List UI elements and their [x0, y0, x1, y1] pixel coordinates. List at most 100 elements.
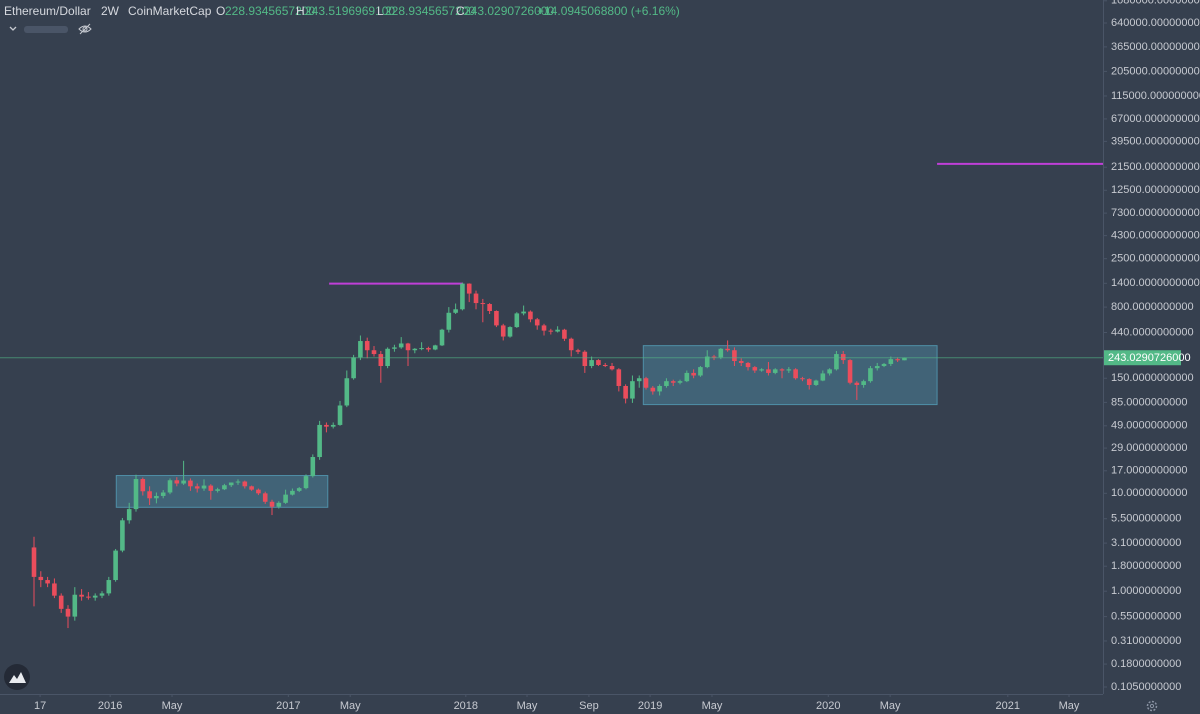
- candle-body: [439, 329, 445, 346]
- candle-body: [72, 594, 78, 617]
- logo[interactable]: [4, 664, 30, 690]
- candle-body: [473, 293, 479, 304]
- candle-body: [596, 360, 601, 365]
- x-tick-label: May: [517, 700, 538, 712]
- candle-body: [657, 385, 662, 392]
- candle-body: [453, 309, 458, 313]
- candle-body: [562, 329, 567, 339]
- close-value: 243.0290726000: [464, 4, 554, 18]
- high-letter: H: [296, 4, 305, 18]
- y-tick-label: 0.1050000000: [1111, 681, 1181, 693]
- x-tick-label: 2018: [454, 700, 478, 712]
- candle-body: [351, 357, 356, 379]
- y-tick-label: 365000.0000000000: [1111, 41, 1200, 53]
- collapse-chevron[interactable]: [9, 26, 17, 31]
- change-value: +14.0945068800 (+6.16%): [537, 4, 680, 18]
- y-tick-label: 12500.0000000000: [1111, 184, 1200, 196]
- candle-body: [500, 325, 506, 337]
- indicator-row[interactable]: [9, 23, 92, 35]
- candle-body: [643, 378, 649, 388]
- candle-body: [793, 369, 798, 379]
- candle-body: [358, 341, 363, 358]
- candle-body: [602, 364, 608, 367]
- candle-body: [704, 356, 710, 368]
- candle-body: [820, 373, 826, 381]
- candle-body: [364, 341, 370, 351]
- candle-body: [324, 424, 329, 427]
- candle-body: [766, 369, 771, 373]
- y-tick-label: 205000.0000000000: [1111, 65, 1200, 77]
- x-tick-label: 2020: [816, 700, 840, 712]
- candle-body: [759, 369, 764, 371]
- x-tick-label: May: [880, 700, 901, 712]
- y-tick-label: 0.3100000000: [1111, 635, 1181, 647]
- candle-body: [174, 480, 180, 484]
- candle-body: [541, 325, 547, 331]
- y-tick-label: 5.5000000000: [1111, 513, 1181, 525]
- y-tick-label: 440.0000000000: [1111, 326, 1194, 338]
- y-tick-label: 85.0000000000: [1111, 396, 1187, 408]
- candle-body: [222, 485, 227, 490]
- y-tick-label: 39500.0000000000: [1111, 135, 1200, 147]
- candle-body: [120, 520, 125, 551]
- candle-body: [256, 489, 261, 494]
- open-value: 228.9345657200: [225, 4, 315, 18]
- candle-body: [732, 350, 737, 362]
- candle-body: [568, 338, 574, 351]
- candle-body: [181, 480, 186, 484]
- y-tick-label: 1.8000000000: [1111, 560, 1181, 572]
- candle-body: [208, 485, 214, 491]
- candle-body: [113, 550, 118, 581]
- candle-body: [262, 493, 268, 502]
- candle-body: [677, 381, 683, 383]
- candle-body: [575, 350, 581, 352]
- candle-body: [738, 361, 744, 363]
- low-letter: L: [377, 4, 384, 18]
- high-value: 243.5196969100: [305, 4, 395, 18]
- candle-body: [167, 480, 173, 493]
- open-letter: O: [216, 4, 225, 18]
- candle-body: [65, 608, 71, 617]
- candle-body: [317, 424, 322, 458]
- x-tick-label: May: [1059, 700, 1080, 712]
- y-tick-label: 0.5500000000: [1111, 611, 1181, 623]
- candle-body: [582, 351, 588, 367]
- candle-body: [290, 490, 295, 495]
- candle-body: [79, 594, 84, 597]
- candle-body: [419, 348, 424, 350]
- candle-body: [303, 476, 309, 489]
- candle-body: [466, 283, 472, 294]
- candle-body: [827, 369, 832, 374]
- eye-icon[interactable]: [78, 23, 92, 35]
- candle-body: [160, 492, 166, 496]
- candle-body: [398, 343, 404, 348]
- candle-body: [99, 593, 105, 596]
- y-tick-label: 800.0000000000: [1111, 301, 1194, 313]
- x-tick-label: 2019: [638, 700, 662, 712]
- last-price-label: 243.0290726000: [1108, 352, 1191, 364]
- last-price-badge: [1104, 350, 1181, 366]
- y-tick-label: 1080000.0000000000: [1111, 0, 1200, 7]
- candle-body: [432, 345, 438, 350]
- legend: Ethereum/Dollar 2W CoinMarketCap O 228.9…: [4, 4, 680, 18]
- candle-body: [412, 348, 418, 351]
- candle-body: [269, 501, 275, 507]
- x-tick-label: 17: [34, 700, 46, 712]
- settings-gear[interactable]: [1146, 700, 1158, 712]
- candle-body: [242, 481, 248, 487]
- candle-body: [589, 360, 594, 367]
- candle-body: [92, 595, 98, 598]
- y-tick-label: 0.1800000000: [1111, 658, 1181, 670]
- plot-area: [0, 162, 1103, 629]
- axes: 1080000.0000000000 640000.0000000000 36500…: [34, 0, 1200, 712]
- candle-body: [228, 482, 234, 486]
- candle-body: [507, 327, 513, 337]
- candle-body: [45, 580, 50, 584]
- candle-body: [201, 485, 207, 489]
- y-tick-label: 3.1000000000: [1111, 537, 1181, 549]
- y-tick-label: 21500.0000000000: [1111, 161, 1200, 173]
- candle-body: [630, 381, 635, 399]
- x-tick-label: May: [702, 700, 723, 712]
- candle-body: [330, 424, 336, 427]
